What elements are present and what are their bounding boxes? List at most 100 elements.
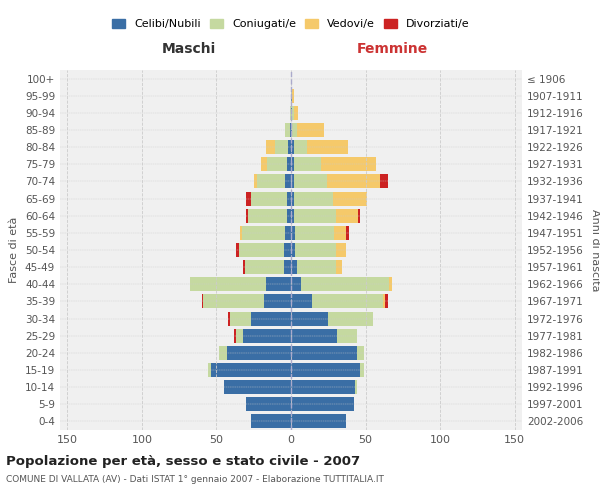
Bar bbox=[328, 312, 373, 326]
Text: Femmine: Femmine bbox=[357, 42, 428, 56]
Bar bbox=[336, 208, 358, 222]
Bar bbox=[291, 294, 312, 308]
Bar bbox=[358, 208, 359, 222]
Bar bbox=[307, 140, 347, 154]
Text: Maschi: Maschi bbox=[162, 42, 217, 56]
Bar bbox=[224, 380, 291, 394]
Bar bbox=[246, 208, 248, 222]
Bar bbox=[291, 140, 294, 154]
Bar bbox=[294, 192, 333, 205]
Bar bbox=[266, 278, 291, 291]
Bar bbox=[291, 243, 295, 257]
Bar bbox=[267, 158, 287, 172]
Bar bbox=[291, 174, 294, 188]
Bar bbox=[291, 346, 356, 360]
Bar bbox=[264, 294, 291, 308]
Bar bbox=[291, 106, 292, 120]
Y-axis label: Fasce di età: Fasce di età bbox=[10, 217, 19, 283]
Bar bbox=[383, 294, 385, 308]
Bar bbox=[297, 123, 324, 137]
Bar bbox=[211, 363, 291, 377]
Bar bbox=[239, 243, 284, 257]
Text: COMUNE DI VALLATA (AV) - Dati ISTAT 1° gennaio 2007 - Elaborazione TUTTITALIA.IT: COMUNE DI VALLATA (AV) - Dati ISTAT 1° g… bbox=[6, 475, 384, 484]
Bar bbox=[334, 226, 346, 240]
Bar bbox=[333, 192, 367, 205]
Bar bbox=[251, 414, 291, 428]
Bar bbox=[284, 243, 291, 257]
Bar bbox=[291, 226, 295, 240]
Bar bbox=[356, 346, 364, 360]
Bar bbox=[208, 363, 211, 377]
Bar bbox=[346, 226, 349, 240]
Bar bbox=[248, 208, 287, 222]
Bar bbox=[229, 312, 230, 326]
Bar bbox=[287, 208, 291, 222]
Bar bbox=[297, 260, 336, 274]
Bar bbox=[291, 398, 353, 411]
Bar bbox=[254, 174, 257, 188]
Bar bbox=[190, 278, 266, 291]
Bar bbox=[291, 260, 297, 274]
Bar bbox=[301, 278, 389, 291]
Bar bbox=[385, 294, 388, 308]
Bar bbox=[337, 328, 356, 342]
Bar bbox=[287, 192, 291, 205]
Bar bbox=[257, 174, 285, 188]
Text: Popolazione per età, sesso e stato civile - 2007: Popolazione per età, sesso e stato civil… bbox=[6, 455, 360, 468]
Bar bbox=[287, 158, 291, 172]
Bar bbox=[251, 312, 291, 326]
Bar bbox=[359, 363, 364, 377]
Bar bbox=[291, 88, 292, 102]
Bar bbox=[295, 226, 334, 240]
Bar bbox=[203, 294, 264, 308]
Y-axis label: Anni di nascita: Anni di nascita bbox=[590, 209, 600, 291]
Bar bbox=[241, 226, 242, 240]
Bar bbox=[294, 106, 298, 120]
Bar bbox=[246, 398, 291, 411]
Bar bbox=[291, 158, 294, 172]
Bar bbox=[246, 192, 251, 205]
Bar bbox=[288, 140, 291, 154]
Bar bbox=[236, 243, 239, 257]
Bar bbox=[327, 174, 380, 188]
Bar bbox=[230, 312, 251, 326]
Bar bbox=[291, 363, 359, 377]
Bar bbox=[284, 260, 291, 274]
Bar bbox=[292, 106, 294, 120]
Bar bbox=[251, 192, 287, 205]
Bar bbox=[291, 208, 294, 222]
Bar bbox=[294, 140, 307, 154]
Bar bbox=[291, 312, 328, 326]
Bar bbox=[275, 140, 288, 154]
Bar bbox=[266, 140, 275, 154]
Bar bbox=[291, 414, 346, 428]
Bar bbox=[291, 328, 337, 342]
Bar bbox=[244, 328, 291, 342]
Bar bbox=[291, 123, 292, 137]
Bar bbox=[285, 123, 290, 137]
Bar bbox=[291, 380, 355, 394]
Bar bbox=[312, 294, 383, 308]
Bar bbox=[236, 328, 244, 342]
Bar bbox=[285, 226, 291, 240]
Bar bbox=[336, 243, 346, 257]
Bar bbox=[355, 380, 356, 394]
Bar bbox=[261, 158, 267, 172]
Bar bbox=[245, 260, 284, 274]
Bar bbox=[389, 278, 392, 291]
Bar bbox=[294, 158, 321, 172]
Bar bbox=[292, 123, 297, 137]
Bar bbox=[202, 294, 203, 308]
Bar bbox=[285, 174, 291, 188]
Bar bbox=[227, 346, 291, 360]
Bar bbox=[294, 208, 336, 222]
Bar bbox=[292, 88, 294, 102]
Bar bbox=[291, 192, 294, 205]
Bar bbox=[380, 174, 388, 188]
Bar bbox=[244, 260, 245, 274]
Bar bbox=[290, 123, 291, 137]
Bar bbox=[235, 328, 236, 342]
Bar bbox=[290, 106, 291, 120]
Bar bbox=[242, 226, 285, 240]
Legend: Celibi/Nubili, Coniugati/e, Vedovi/e, Divorziati/e: Celibi/Nubili, Coniugati/e, Vedovi/e, Di… bbox=[108, 14, 474, 34]
